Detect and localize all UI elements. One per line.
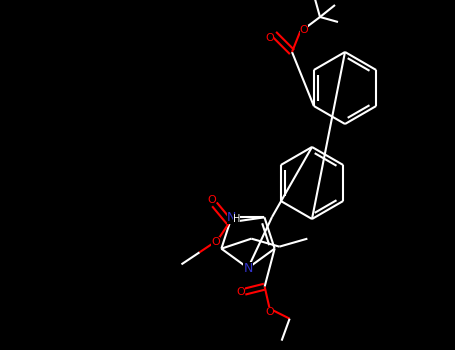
Text: O: O	[265, 307, 274, 317]
Text: O: O	[211, 237, 220, 247]
Text: O: O	[236, 287, 245, 297]
Text: H: H	[233, 214, 240, 224]
Text: O: O	[266, 33, 274, 43]
Text: N: N	[227, 211, 236, 224]
Text: O: O	[300, 25, 308, 35]
Text: N: N	[243, 261, 253, 274]
Text: O: O	[207, 195, 216, 205]
